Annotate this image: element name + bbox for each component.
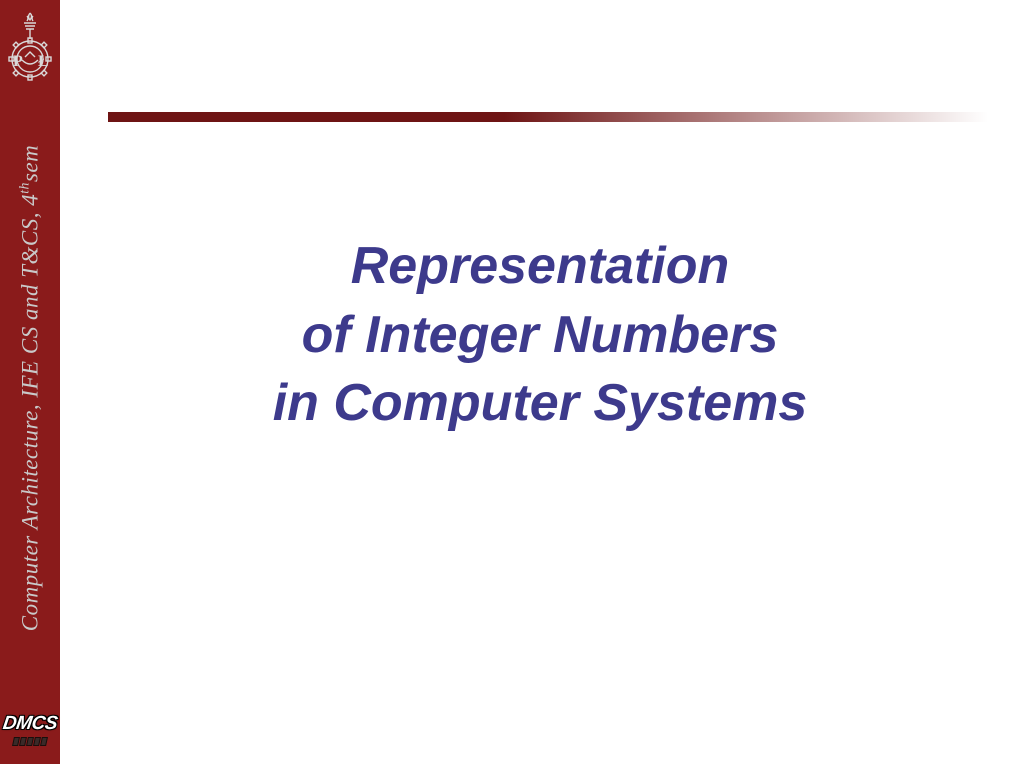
slide-root: P Ł Computer Architecture, IFE CS and T&… [0, 0, 1020, 764]
university-crest: P Ł [0, 0, 60, 108]
crest-letter-left: P [13, 53, 23, 70]
course-label-sup: th [17, 182, 32, 194]
dmcs-logo-text: DMCS [1, 713, 58, 735]
title-line-3: in Computer Systems [60, 369, 1020, 438]
title-line-1: Representation [60, 232, 1020, 301]
slide-content: Representation of Integer Numbers in Com… [60, 0, 1020, 764]
decorative-rule [108, 112, 988, 122]
course-label: Computer Architecture, IFE CS and T&CS, … [17, 145, 44, 631]
slide-title: Representation of Integer Numbers in Com… [60, 232, 1020, 438]
crest-letter-right: Ł [38, 53, 49, 70]
course-label-main: Computer Architecture, IFE CS and T&CS, … [17, 194, 42, 631]
course-label-tail: sem [17, 145, 42, 182]
dmcs-badge: DMCS [0, 713, 60, 746]
title-line-2: of Integer Numbers [60, 301, 1020, 370]
sidebar: P Ł Computer Architecture, IFE CS and T&… [0, 0, 60, 764]
crest-icon: P Ł [5, 9, 55, 99]
course-label-area: Computer Architecture, IFE CS and T&CS, … [0, 108, 60, 668]
dmcs-chips-icon [13, 737, 47, 746]
